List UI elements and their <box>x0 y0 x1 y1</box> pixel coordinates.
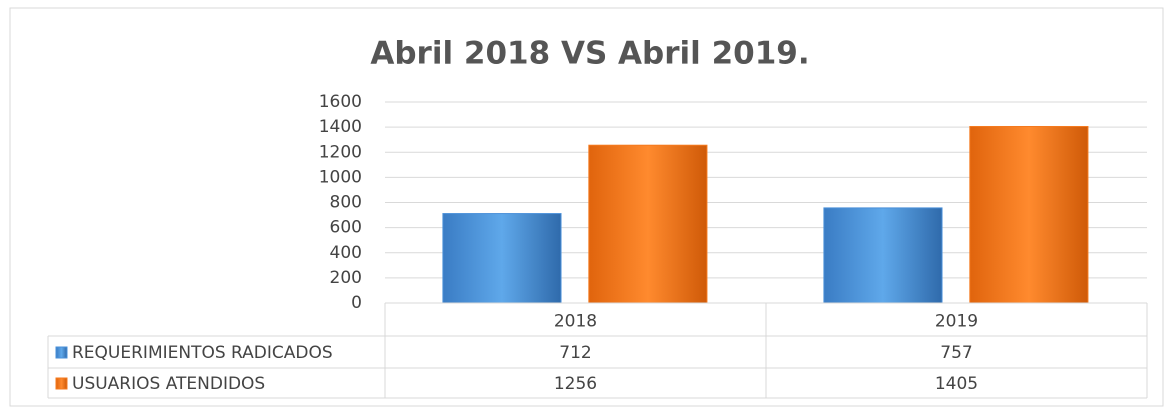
y-tick-label: 1200 <box>319 142 362 162</box>
bar <box>588 144 708 304</box>
y-tick-label: 1000 <box>319 167 362 187</box>
legend-key <box>55 377 68 390</box>
table-value: 1405 <box>935 374 978 394</box>
y-tick-label: 1600 <box>319 92 362 112</box>
bar <box>823 207 943 304</box>
y-tick-label: 200 <box>330 268 362 288</box>
y-tick-label: 1400 <box>319 117 362 137</box>
y-tick-label: 600 <box>330 218 362 238</box>
x-tick-label: 2019 <box>935 312 978 332</box>
table-value: 712 <box>559 343 591 363</box>
legend-key <box>55 346 68 359</box>
x-tick-label: 2018 <box>554 312 597 332</box>
y-tick-label: 400 <box>330 243 362 263</box>
y-tick-label: 0 <box>351 293 362 313</box>
y-tick-label: 800 <box>330 193 362 213</box>
bar <box>442 213 562 304</box>
table-value: 1256 <box>554 374 597 394</box>
chart-title: Abril 2018 VS Abril 2019. <box>370 36 809 72</box>
legend-label: USUARIOS ATENDIDOS <box>72 374 265 394</box>
table-value: 757 <box>940 343 972 363</box>
bar <box>969 125 1089 304</box>
legend-label: REQUERIMIENTOS RADICADOS <box>72 343 333 363</box>
